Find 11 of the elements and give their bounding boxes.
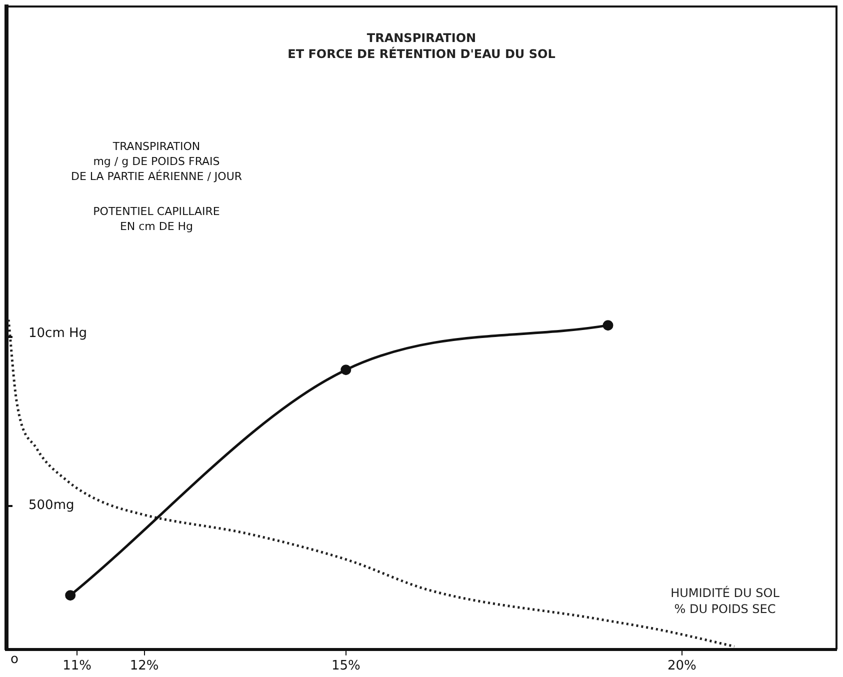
annotation: 10cm Hg (28, 326, 88, 341)
text: o (10, 652, 18, 667)
annotation: 500mg (28, 498, 74, 513)
x-tick-label: 11% (62, 658, 92, 674)
x-tick-label: 20% (667, 658, 696, 674)
text: POTENTIEL CAPILLAIRE EN cm DE Hg (92, 205, 221, 235)
x-axis-title: HUMIDITÉ DU SOL % DU POIDS SEC (670, 585, 780, 618)
chart-title: TRANSPIRATION ET FORCE DE RÉTENTION D'EAU DU SOL (286, 30, 556, 62)
x-tick-label: 12% (130, 658, 159, 674)
x-tick-label: 15% (331, 658, 360, 674)
text: TRANSPIRATION mg / g DE POIDS FRAIS DE LA PARTIE AÉRIENNE / JOUR (70, 140, 244, 185)
